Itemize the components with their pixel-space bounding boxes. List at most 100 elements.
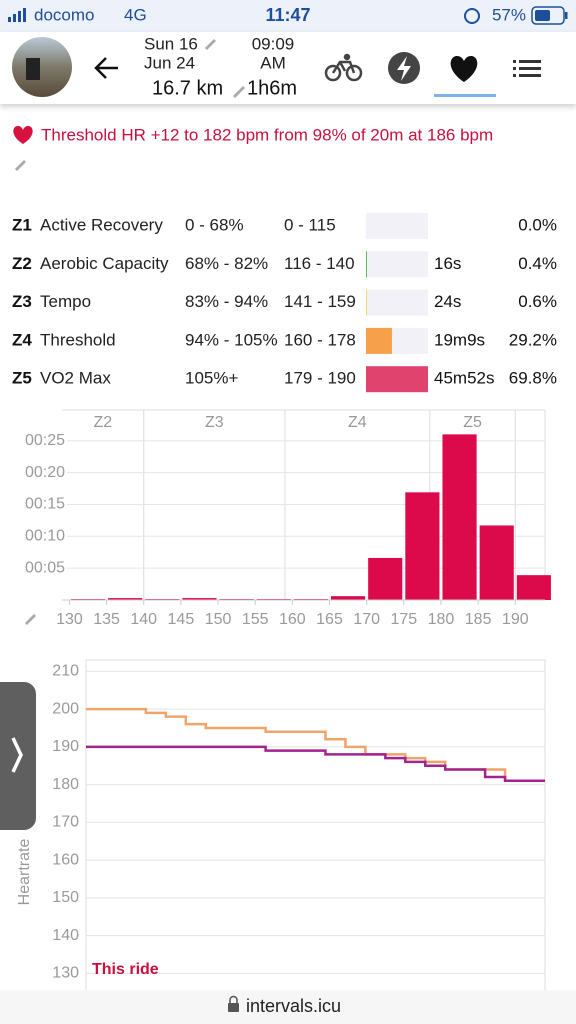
x-tick-label: 135 — [93, 611, 120, 628]
carrier: docomo — [34, 5, 94, 24]
zone-share: 0.6% — [518, 292, 557, 311]
zone-band-label: Z3 — [205, 414, 224, 431]
zone-id: Z5 — [12, 369, 32, 388]
zone-name: Aerobic Capacity — [40, 254, 169, 273]
bar — [331, 596, 366, 600]
battery-percent: 57% — [492, 5, 526, 24]
bar — [479, 525, 514, 600]
zone-bpm-range: 160 - 178 — [284, 330, 356, 349]
distance: 16.7 km — [152, 77, 223, 99]
heart-icon — [13, 126, 33, 144]
zone-pct-range: 105%+ — [185, 369, 238, 388]
zone-id: Z1 — [12, 215, 32, 234]
zone-bpm-range: 116 - 140 — [284, 254, 355, 273]
x-tick-label: 145 — [168, 611, 195, 628]
y-tick-label: 180 — [52, 776, 79, 793]
zone-share: 0.4% — [518, 254, 557, 273]
hr-histogram: Z2 Z3 Z4 Z5 00:05 00:10 00:15 00:20 00:25 130 135 1… — [25, 409, 551, 628]
power-tab[interactable] — [388, 52, 420, 84]
x-tick-label: 180 — [428, 611, 455, 628]
date-line2: Jun 24 — [144, 53, 195, 72]
bar — [182, 598, 217, 600]
bar — [442, 434, 477, 600]
threshold-note: Threshold HR +12 to 182 bpm from 98% of … — [41, 125, 493, 144]
zone-bar — [366, 366, 428, 393]
x-tick-label: 150 — [205, 611, 232, 628]
zone-table: Z1 Active Recovery 0 - 68% 0 - 115 0.0% Z2 Aer… — [12, 213, 557, 393]
y-tick-label: 150 — [52, 889, 79, 906]
zone-time: 24s — [434, 292, 461, 311]
y-tick-label: 210 — [52, 663, 79, 680]
hr-line — [86, 745, 545, 783]
x-tick-label: 160 — [279, 611, 306, 628]
zone-bar — [366, 251, 367, 278]
x-tick-label: 140 — [130, 611, 157, 628]
y-tick-label: 00:20 — [25, 464, 65, 481]
zone-name: Tempo — [40, 292, 91, 311]
y-tick-label: 140 — [52, 927, 79, 944]
battery-icon — [531, 6, 568, 25]
x-tick-label: 130 — [56, 611, 83, 628]
x-tick-label: 165 — [316, 611, 343, 628]
network: 4G — [124, 5, 147, 24]
lock-rotation-icon — [464, 8, 480, 24]
x-tick-label: 170 — [353, 611, 380, 628]
x-tick-label: 190 — [502, 611, 529, 628]
zone-pct-range: 68% - 82% — [185, 254, 268, 273]
back-button[interactable] — [94, 57, 118, 79]
signal — [8, 8, 26, 22]
zone-time: 16s — [434, 254, 461, 273]
zone-time: 45m52s — [434, 369, 494, 388]
zone-pct-range: 0 - 68% — [185, 215, 244, 234]
zone-share: 69.8% — [509, 369, 557, 388]
zone-pct-range: 83% - 94% — [185, 292, 268, 311]
edit-icon[interactable] — [15, 160, 26, 171]
edit-icon[interactable] — [25, 614, 36, 625]
zone-name: Active Recovery — [40, 215, 163, 234]
y-tick-label: 00:05 — [25, 559, 65, 576]
plot-border — [85, 659, 546, 997]
zone-pct-range: 94% - 105% — [185, 330, 278, 349]
bar — [108, 598, 143, 600]
zone-bar — [366, 327, 392, 354]
menu-button[interactable] — [513, 60, 541, 77]
y-tick-label: 200 — [52, 700, 79, 717]
bar — [516, 575, 551, 600]
zone-bar-track — [366, 213, 428, 239]
y-axis-label: Heartrate — [16, 839, 33, 906]
clock: 11:47 — [265, 5, 310, 25]
y-tick-label: 170 — [52, 814, 79, 831]
x-tick-label: 175 — [390, 611, 417, 628]
zone-id: Z3 — [12, 292, 32, 311]
zone-band-label: Z4 — [348, 414, 367, 431]
x-tick-label: 185 — [465, 611, 492, 628]
heart-tab[interactable] — [434, 56, 496, 97]
time-line1: 09:09 — [252, 34, 295, 53]
zone-time: 19m9s — [434, 330, 485, 349]
zone-id: Z2 — [12, 254, 32, 273]
date-line1: Sun 16 — [144, 34, 198, 53]
edit-icon[interactable] — [205, 39, 216, 50]
duration: 1h6m — [247, 77, 297, 99]
avatar[interactable] — [12, 37, 72, 97]
zone-bpm-range: 0 - 115 — [284, 215, 336, 234]
zone-bpm-range: 141 - 159 — [284, 292, 356, 311]
zone-bpm-range: 179 - 190 — [284, 369, 356, 388]
edit-icon[interactable] — [233, 86, 245, 98]
url[interactable]: intervals.icu — [246, 996, 341, 1016]
zone-share: 29.2% — [509, 330, 557, 349]
drawer-tab[interactable] — [0, 682, 36, 830]
annotation: This ride — [92, 961, 159, 978]
ride-tab[interactable] — [324, 53, 363, 82]
zone-bar-track — [366, 289, 428, 316]
zone-name: Threshold — [40, 330, 116, 349]
y-tick-label: 00:15 — [25, 496, 65, 513]
bar — [368, 557, 403, 600]
x-tick-label: 155 — [242, 611, 269, 628]
lock-icon — [228, 995, 239, 1012]
zone-id: Z4 — [12, 330, 32, 349]
zone-name: VO2 Max — [40, 369, 111, 388]
y-tick-label: 130 — [52, 965, 79, 982]
zone-bar — [366, 289, 367, 316]
